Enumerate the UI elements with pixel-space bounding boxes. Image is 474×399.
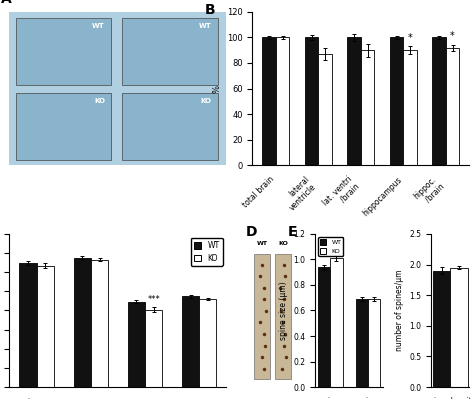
Text: WT: WT — [257, 241, 268, 246]
Text: B: B — [205, 3, 215, 17]
Bar — [262, 38, 276, 165]
Bar — [122, 18, 218, 85]
Bar — [145, 310, 162, 387]
Bar — [305, 38, 319, 165]
Bar — [330, 258, 343, 387]
Text: **: ** — [332, 243, 341, 253]
Text: ***: *** — [147, 295, 160, 304]
Bar — [403, 50, 417, 165]
Text: D: D — [246, 225, 258, 239]
Bar — [182, 296, 199, 387]
Text: A: A — [1, 0, 11, 6]
Bar — [319, 54, 332, 165]
Bar — [36, 265, 54, 387]
Y-axis label: %: % — [212, 85, 221, 93]
Bar — [16, 18, 111, 85]
Bar — [91, 260, 108, 387]
Bar — [361, 50, 374, 165]
Legend: WT, KO: WT, KO — [191, 238, 222, 266]
Bar — [433, 271, 450, 387]
Bar — [446, 48, 459, 165]
Text: *: * — [408, 33, 412, 43]
Text: KO: KO — [94, 98, 105, 104]
Legend: WT, KO: WT, KO — [319, 237, 343, 256]
Bar — [275, 254, 291, 379]
Bar — [368, 299, 380, 387]
Bar — [122, 93, 218, 160]
Bar — [16, 93, 111, 160]
Bar — [19, 263, 36, 387]
Y-axis label: number of spines/μm: number of spines/μm — [395, 270, 404, 351]
Bar — [390, 38, 403, 165]
Bar — [255, 254, 270, 379]
Text: WT: WT — [199, 23, 211, 29]
Bar — [199, 299, 217, 387]
Bar — [128, 302, 145, 387]
Bar — [73, 258, 91, 387]
Text: *: * — [450, 31, 455, 41]
Bar — [319, 267, 330, 387]
Text: E: E — [288, 225, 297, 239]
Bar — [356, 299, 368, 387]
Bar — [450, 268, 467, 387]
Y-axis label: spine size (μm): spine size (μm) — [279, 281, 288, 340]
Bar — [347, 38, 361, 165]
Text: KO: KO — [200, 98, 211, 104]
Bar — [432, 38, 446, 165]
Bar — [276, 38, 290, 165]
Text: KO: KO — [278, 241, 288, 246]
Text: WT: WT — [92, 23, 105, 29]
